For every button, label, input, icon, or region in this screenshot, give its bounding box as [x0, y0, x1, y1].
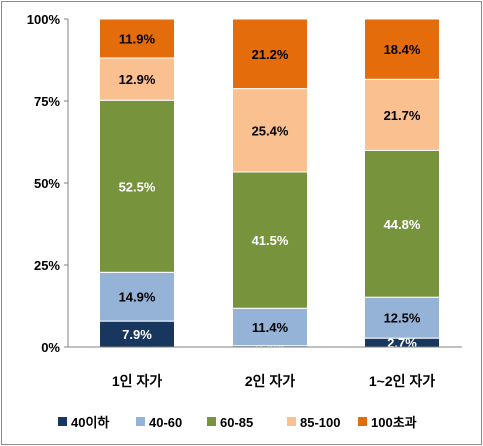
- bar-segment: [232, 171, 308, 309]
- bar-segment: [99, 99, 175, 273]
- data-label: 11.9%: [119, 31, 156, 46]
- legend-label: 60-85: [220, 415, 253, 430]
- data-label: 11.4%: [252, 320, 289, 335]
- legend-swatch: [136, 417, 145, 426]
- category-label: 1인 자가: [112, 373, 162, 389]
- bar-segment: [99, 57, 175, 101]
- y-tick-label: 100%: [27, 12, 61, 27]
- data-label: 12.5%: [384, 311, 421, 326]
- legend-label: 40-60: [149, 415, 182, 430]
- bar-segment: [99, 320, 175, 348]
- legend-swatch: [287, 417, 296, 426]
- legend-swatch: [58, 417, 67, 426]
- y-tick-label: 0%: [41, 340, 60, 355]
- legend-label: 100초과: [371, 415, 417, 430]
- y-tick-label: 75%: [34, 94, 60, 109]
- data-label: 7.9%: [122, 327, 152, 342]
- data-label: 25.4%: [252, 123, 289, 138]
- bar-segment: [364, 296, 440, 339]
- data-label: 44.8%: [384, 217, 421, 232]
- bar-segment: [364, 78, 440, 151]
- bar-segment: [232, 88, 308, 173]
- bar-segment: [232, 307, 308, 347]
- bar-segment: [232, 18, 308, 90]
- data-label: 21.2%: [252, 47, 289, 62]
- data-label: 41.5%: [252, 233, 289, 248]
- data-label: 12.9%: [119, 72, 156, 87]
- legend-swatch: [358, 417, 367, 426]
- category-label: 1~2인 자가: [369, 373, 435, 389]
- bar-segment: [364, 18, 440, 80]
- category-label: 2인 자가: [245, 373, 295, 389]
- legend-label: 85-100: [300, 415, 340, 430]
- legend-label: 40이하: [71, 415, 109, 430]
- bar-segment: [99, 18, 175, 59]
- data-label: 14.9%: [119, 290, 156, 305]
- y-tick-label: 50%: [34, 176, 60, 191]
- bar-segment: [364, 149, 440, 298]
- data-label: 21.7%: [384, 108, 421, 123]
- data-label: 52.5%: [119, 179, 156, 194]
- data-label: 18.4%: [384, 42, 421, 57]
- y-tick-label: 25%: [34, 258, 60, 273]
- legend-swatch: [207, 417, 216, 426]
